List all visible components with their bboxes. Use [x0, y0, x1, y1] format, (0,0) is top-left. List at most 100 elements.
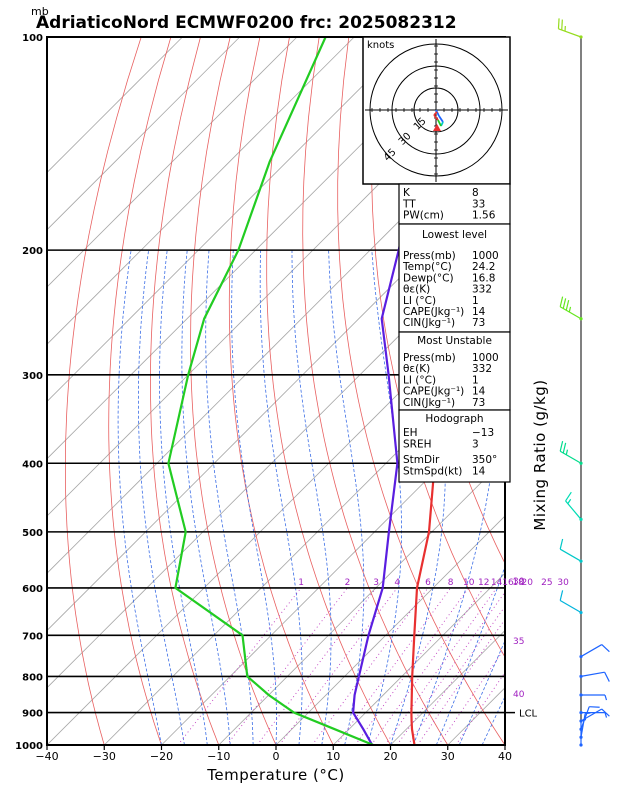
x-tick-label: 30 [441, 750, 455, 763]
wind-barb [557, 18, 583, 39]
storm-motion-row-label: StmSpd(kt) [403, 466, 462, 478]
theta-e-label: 35 [513, 637, 524, 647]
wind-barbs [557, 18, 610, 747]
hodograph-title: knots [367, 40, 394, 51]
wind-barb-feather [561, 19, 563, 31]
pressure-unit-label: mb [31, 5, 49, 18]
lowest-level-row-value: 1000 [472, 250, 499, 262]
moist-adiabat-line [117, 250, 162, 745]
wetbulb-profile-line [167, 37, 374, 745]
mixing-ratio-label: 20 [521, 578, 533, 588]
mixing-ratio-label: 12 [478, 578, 489, 588]
lcl-label: LCL [519, 709, 538, 720]
wind-barb [579, 706, 600, 731]
index-k-label: K [403, 187, 411, 199]
pressure-tick-label: 1000 [15, 741, 43, 752]
wind-barb-dot [579, 35, 583, 39]
wind-barb-dot [579, 719, 583, 723]
isotherm-line [47, 229, 505, 689]
isotherm-line [47, 37, 412, 403]
dry-adiabat-line [108, 37, 172, 745]
wind-barb-feather [565, 299, 570, 311]
x-tick-label: −40 [35, 750, 58, 763]
hodograph-trace [433, 111, 438, 116]
wind-barb-staff [559, 306, 582, 320]
wind-barb-half-feather [568, 306, 572, 313]
hodograph-index-title: Hodograph [425, 413, 483, 425]
mixing-ratio-line [455, 671, 505, 745]
isotherm-line [332, 572, 505, 745]
hodograph-index-row-value: 3 [472, 439, 479, 451]
most-unstable-row-value: 1 [472, 374, 479, 386]
wind-barb-dot [579, 610, 583, 615]
pressure-tick-label: 400 [22, 459, 43, 470]
mixing-ratio-label: 25 [541, 578, 552, 588]
lowest-level-title: Lowest level [422, 229, 487, 241]
index-tt-label: TT [402, 198, 416, 210]
lowest-level-row-label: LI (°C) [403, 295, 436, 307]
x-tick-label: 0 [273, 750, 280, 763]
wind-barb-staff [559, 450, 582, 464]
wind-barb-feather [562, 298, 567, 309]
mixing-ratio-label: 14 [491, 578, 503, 588]
pressure-tick-label: 300 [22, 371, 43, 382]
dewpoint-profile-line [351, 92, 449, 745]
dry-adiabat-line [586, 37, 618, 745]
wind-barb-feather [559, 440, 564, 452]
lowest-level-row-value: 73 [472, 317, 485, 329]
dry-adiabat-line [228, 37, 334, 745]
mixing-ratio-line [407, 605, 505, 745]
x-tick-label: 20 [384, 750, 398, 763]
mixing-ratio-line [226, 587, 348, 745]
index-k-value: 8 [472, 187, 479, 199]
hodograph-ring [413, 87, 459, 133]
wind-barb-dot [579, 461, 583, 465]
mixing-ratio-line [438, 647, 505, 745]
x-tick-label: −30 [93, 750, 116, 763]
x-axis-label: Temperature (°C) [206, 766, 344, 784]
wind-barb-feather [565, 491, 572, 502]
hodograph-trace [433, 114, 439, 121]
wind-barb-dot [579, 693, 583, 697]
mixing-ratio-label: 2 [345, 578, 351, 588]
lowest-level-row-value: 332 [472, 284, 492, 296]
x-tick-label: −10 [207, 750, 230, 763]
isotherm-line [47, 37, 355, 345]
mixing-ratio-line [396, 591, 505, 745]
wind-barb-staff [580, 706, 590, 730]
wind-barb-feather [559, 590, 564, 601]
mixing-ratio-label: 4 [394, 578, 400, 588]
mixing-ratio-axis-label: Mixing Ratio (g/kg) [531, 379, 549, 530]
lowest-level-row-label: Dewp(°C) [403, 272, 454, 284]
lowest-level-row-label: CIN(Jkg⁻¹) [403, 317, 455, 329]
wind-barb-dot [579, 517, 583, 521]
most-unstable-row-value: 14 [472, 386, 486, 398]
wind-barb-half-feather [567, 498, 572, 504]
wind-barb-staff [580, 708, 603, 722]
most-unstable-row-value: 332 [472, 363, 492, 375]
hodograph-trace [438, 115, 444, 123]
mixing-ratio-label: 30 [557, 578, 569, 588]
dry-adiabat-line [190, 37, 277, 745]
pressure-tick-label: 900 [22, 709, 43, 720]
lowest-level-row-label: CAPE(Jkg⁻¹) [403, 306, 464, 318]
indices-top-box [398, 183, 511, 225]
wind-barb-feather [601, 644, 610, 653]
wind-barb [559, 538, 583, 563]
lowest-level-row-label: Temp(°C) [402, 261, 452, 273]
hodograph-index-box [398, 409, 511, 483]
mixing-ratio-label: 6 [425, 578, 431, 588]
most-unstable-row-label: θε(K) [403, 363, 430, 375]
moist-adiabat-line [159, 250, 208, 745]
hodograph-index-row-value: −13 [472, 427, 494, 439]
most-unstable-row-value: 73 [472, 397, 485, 409]
mixing-ratio-line [256, 587, 377, 745]
moist-adiabat-line [435, 565, 505, 745]
mixing-ratio-label: 8 [448, 578, 454, 588]
most-unstable-row-label: LI (°C) [403, 374, 436, 386]
mixing-ratio-line [417, 618, 505, 745]
x-tick-label: −20 [150, 750, 173, 763]
wind-barb-half-feather [565, 449, 569, 455]
